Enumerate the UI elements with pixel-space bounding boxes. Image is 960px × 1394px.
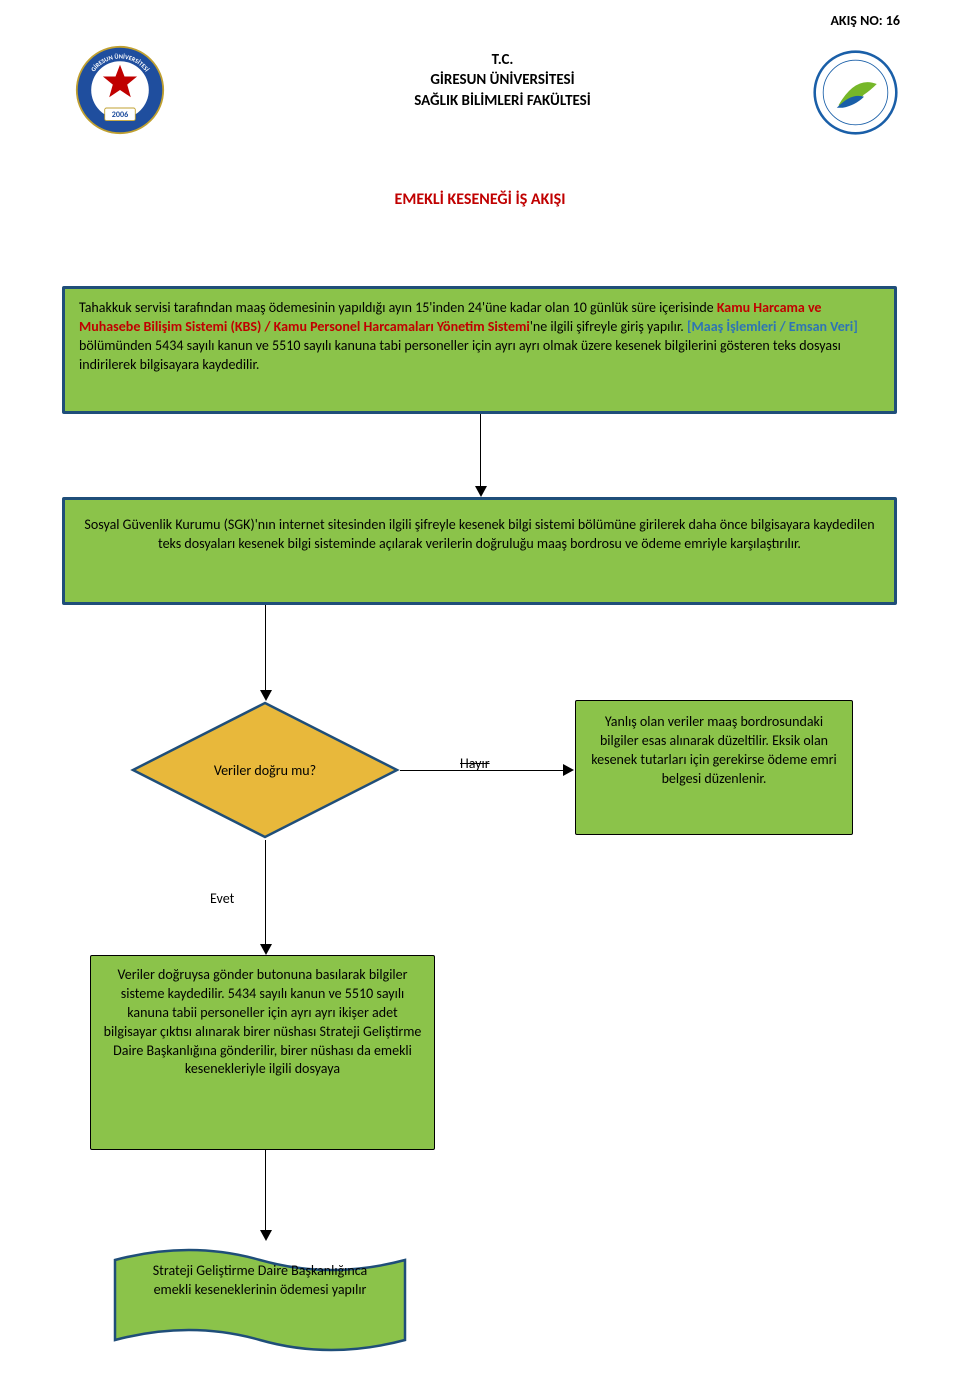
box1-t2: 'ne ilgili şifreyle giriş yapılır. [530, 318, 687, 335]
decision-diamond: Veriler doğru mu? [130, 700, 400, 840]
arrow-yes [265, 840, 266, 944]
arrow-1 [480, 414, 481, 486]
box1-blue: [Maaş İşlemleri / Emsan Veri] [687, 318, 858, 335]
arrow-yes-head [260, 944, 272, 955]
arrow-1-head [475, 486, 487, 497]
flow-number: AKIŞ NO: 16 [830, 12, 900, 29]
process-step-2: Sosyal Güvenlik Kurumu (SGK)'nın interne… [62, 497, 897, 605]
arrow-no-head [563, 764, 574, 776]
diamond-text: Veriler doğru mu? [130, 700, 400, 840]
terminator: Strateji Geliştirme Daire Başkanlığınca … [110, 1240, 410, 1360]
header-text: T.C. GİRESUN ÜNİVERSİTESİ SAĞLIK BİLİMLE… [105, 50, 900, 111]
arrow-2 [265, 605, 266, 690]
logo-right [813, 50, 898, 135]
box2-text: Sosyal Güvenlik Kurumu (SGK)'nın interne… [84, 516, 874, 552]
label-yes: Evet [210, 890, 234, 907]
process-step-4: Veriler doğruysa gönder butonuna basılar… [90, 955, 435, 1150]
box1-t3: bölümünden 5434 sayılı kanun ve 5510 say… [79, 337, 841, 373]
box3-text: Yanlış olan veriler maaş bordrosundaki b… [591, 713, 837, 787]
header-line1: T.C. [105, 50, 900, 70]
svg-text:2006: 2006 [112, 110, 128, 120]
process-step-1: Tahakkuk servisi tarafından maaş ödemesi… [62, 286, 897, 414]
box1-t1: Tahakkuk servisi tarafından maaş ödemesi… [79, 299, 717, 316]
flow-title: EMEKLİ KESENEĞİ İŞ AKIŞI [60, 190, 900, 209]
label-no: Hayır [460, 755, 490, 772]
tape-text: Strateji Geliştirme Daire Başkanlığınca … [110, 1262, 410, 1300]
header-line2: GİRESUN ÜNİVERSİTESİ [105, 70, 900, 90]
process-step-3: Yanlış olan veriler maaş bordrosundaki b… [575, 700, 853, 835]
header-line3: SAĞLIK BİLİMLERİ FAKÜLTESİ [105, 91, 900, 111]
box4-text: Veriler doğruysa gönder butonuna basılar… [104, 966, 422, 1077]
arrow-3 [265, 1150, 266, 1230]
